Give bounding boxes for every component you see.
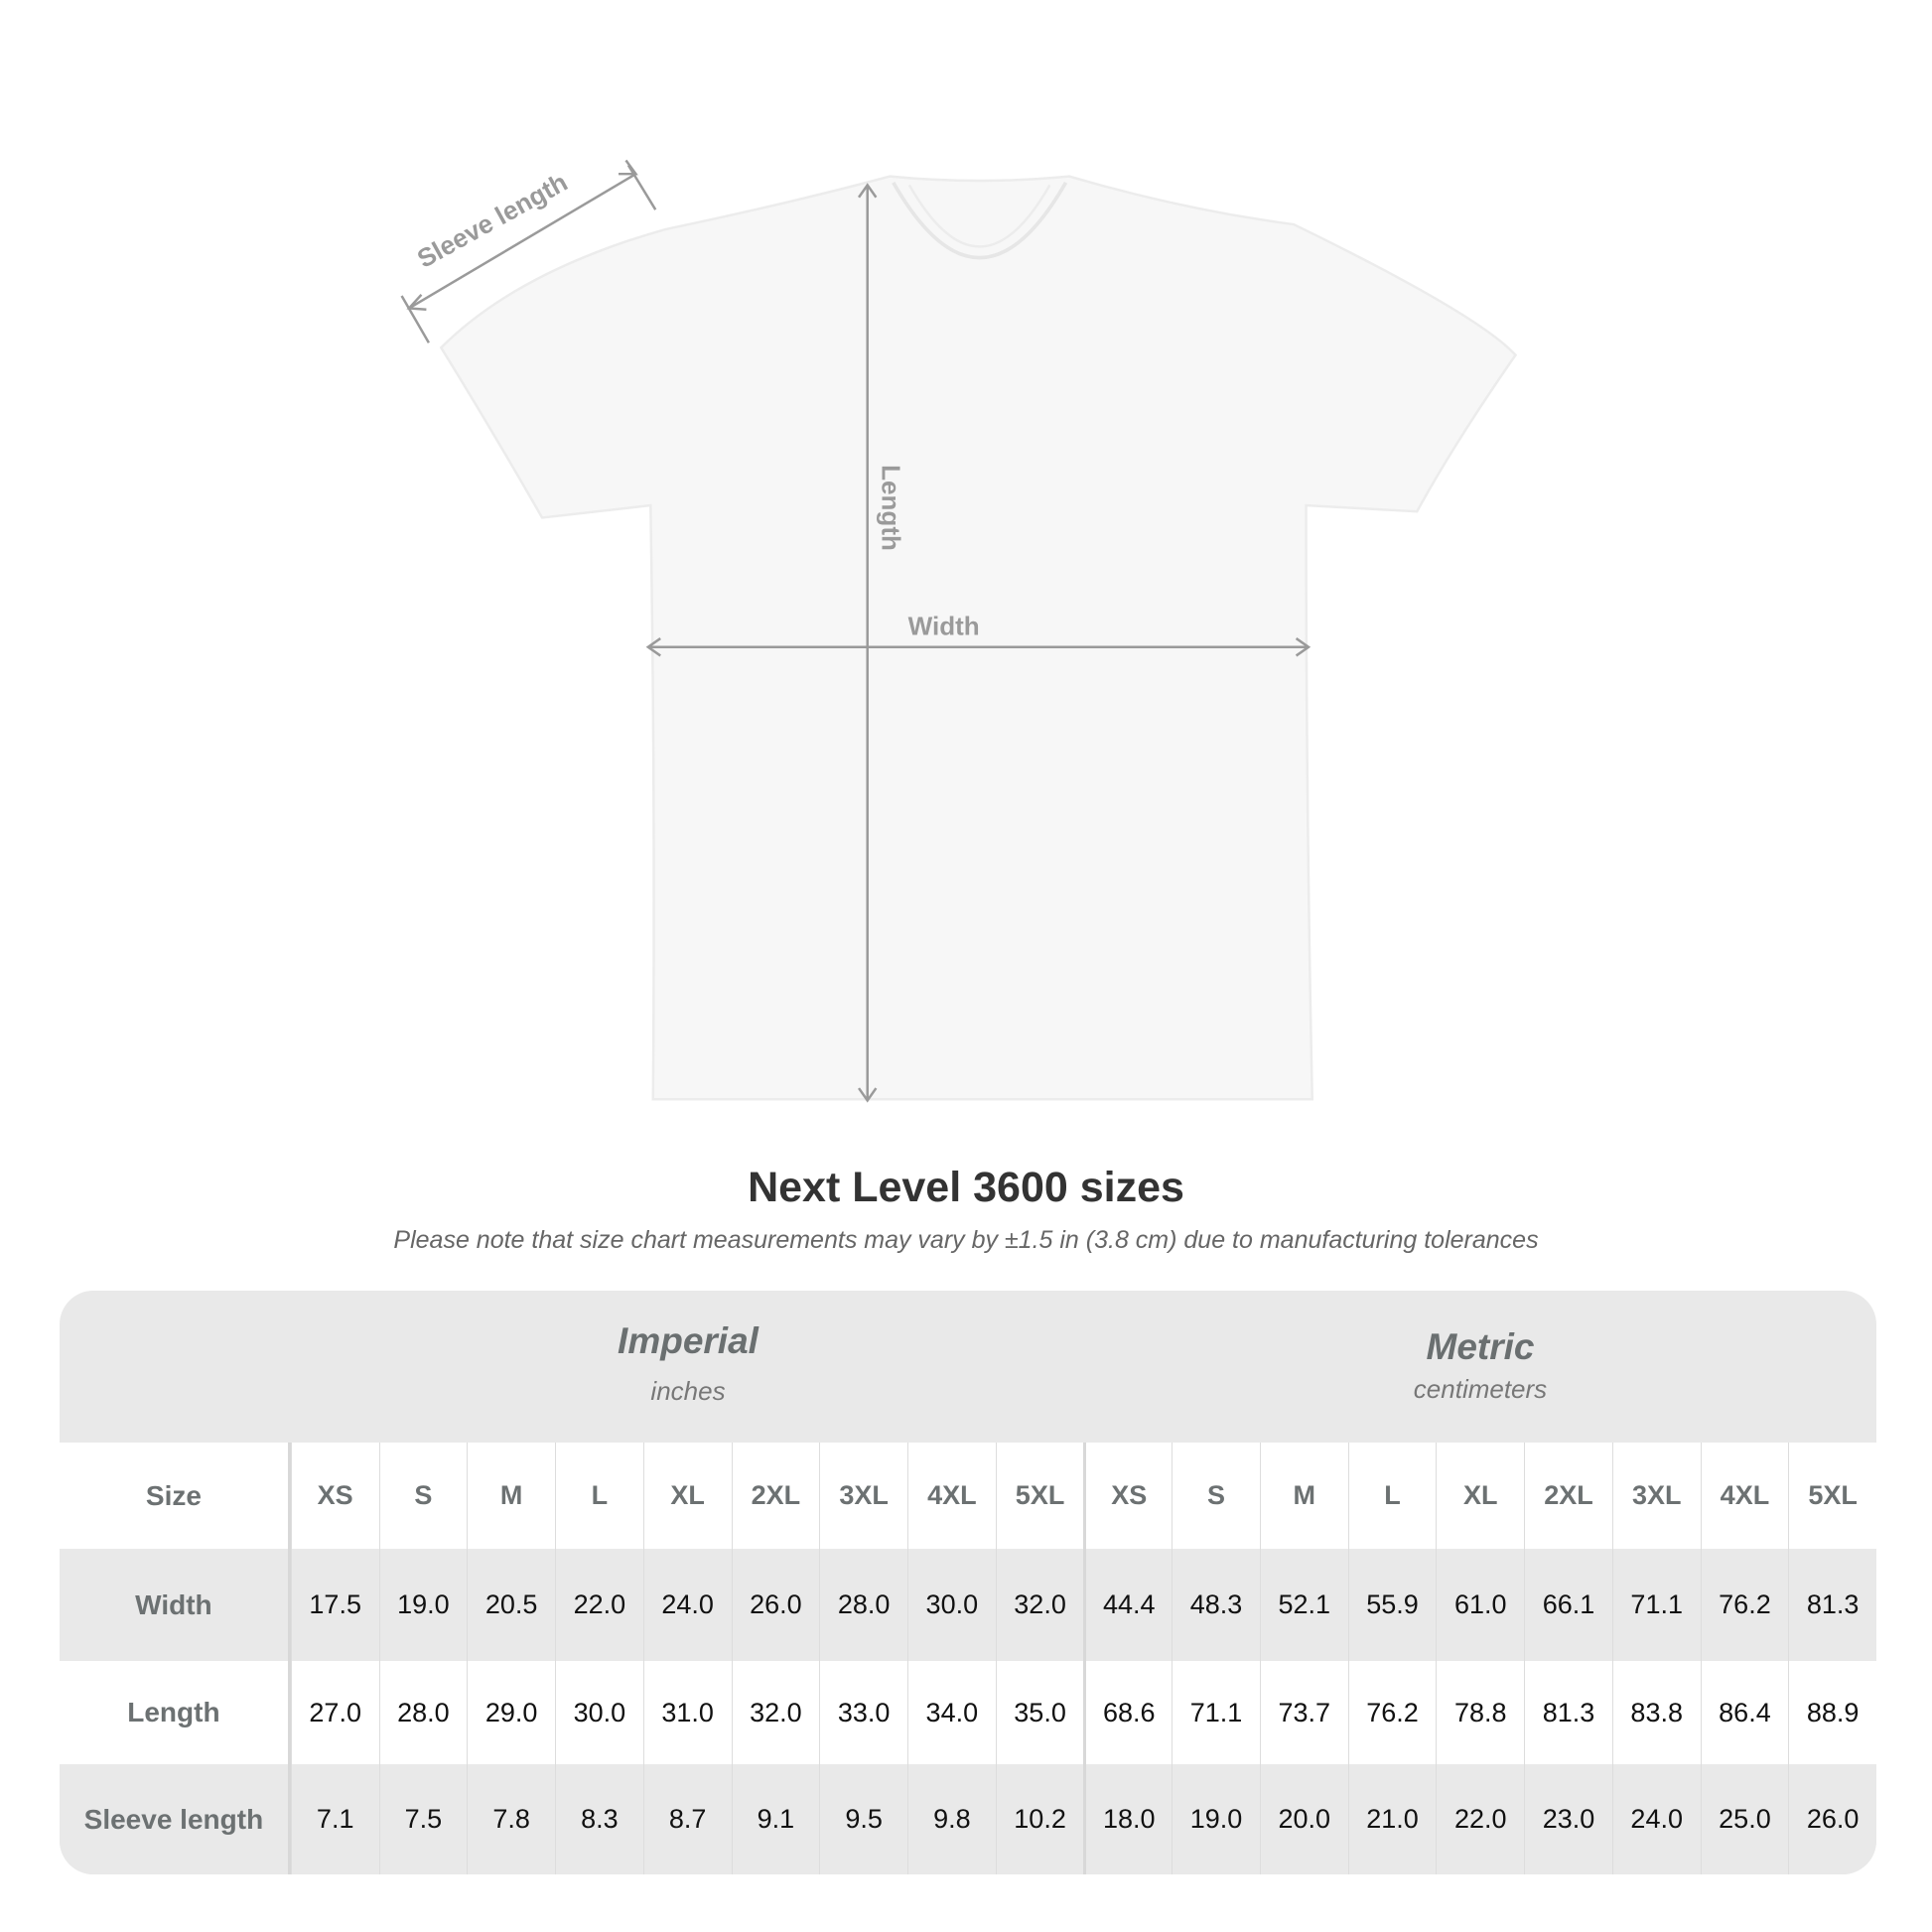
tolerance-note: Please note that size chart measurements… (393, 1226, 1539, 1254)
imperial-value: 7.5 (378, 1764, 468, 1874)
size-header-imperial: 2XL (731, 1443, 820, 1549)
metric-value: 86.4 (1700, 1661, 1789, 1764)
imperial-value: 20.5 (467, 1549, 555, 1661)
size-header-imperial: XS (290, 1443, 379, 1549)
sleeve-length-arrow (400, 159, 657, 344)
metric-value: 19.0 (1172, 1764, 1260, 1874)
metric-value: 76.2 (1700, 1549, 1789, 1661)
imperial-title: Imperial (618, 1320, 759, 1361)
imperial-value: 17.5 (290, 1549, 379, 1661)
size-header-metric: 4XL (1700, 1443, 1789, 1549)
row-label: Width (60, 1549, 291, 1661)
metric-value: 78.8 (1436, 1661, 1524, 1764)
metric-value: 71.1 (1611, 1549, 1701, 1661)
size-header-metric: XS (1083, 1443, 1172, 1549)
size-header-metric: S (1172, 1443, 1260, 1549)
width-label: Width (908, 611, 980, 640)
imperial-value: 31.0 (642, 1661, 732, 1764)
table-row: Sleeve length 7.1 7.5 7.8 8.3 8.7 9.1 9.5 9.8 10.… (60, 1764, 1876, 1874)
size-header-metric: 5XL (1788, 1443, 1876, 1549)
metric-title: Metric (1426, 1326, 1535, 1367)
metric-value: 20.0 (1259, 1764, 1348, 1874)
metric-value: 55.9 (1347, 1549, 1437, 1661)
imperial-value: 24.0 (642, 1549, 732, 1661)
metric-value: 26.0 (1788, 1764, 1876, 1874)
size-header-imperial: M (467, 1443, 555, 1549)
tshirt-diagram: Sleeve length Length Width (400, 159, 1518, 1103)
imperial-value: 10.2 (995, 1764, 1084, 1874)
size-header-metric: L (1347, 1443, 1437, 1549)
metric-value: 25.0 (1700, 1764, 1789, 1874)
metric-value: 48.3 (1172, 1549, 1260, 1661)
imperial-value: 29.0 (467, 1661, 555, 1764)
imperial-value: 7.1 (290, 1764, 379, 1874)
imperial-value: 9.1 (731, 1764, 820, 1874)
metric-unit: centimeters (1413, 1374, 1548, 1404)
imperial-value: 33.0 (819, 1661, 907, 1764)
metric-value: 88.9 (1788, 1661, 1876, 1764)
row-label: Sleeve length (60, 1764, 291, 1874)
imperial-value: 26.0 (731, 1549, 820, 1661)
imperial-value: 28.0 (378, 1661, 468, 1764)
imperial-value: 7.8 (467, 1764, 555, 1874)
table-row: Length 27.0 28.0 29.0 30.0 31.0 32.0 33.0 34.0 35… (60, 1661, 1876, 1764)
metric-value: 73.7 (1259, 1661, 1348, 1764)
size-header-imperial: L (555, 1443, 643, 1549)
imperial-value: 32.0 (731, 1661, 820, 1764)
size-header-imperial: 4XL (906, 1443, 996, 1549)
imperial-value: 34.0 (906, 1661, 996, 1764)
imperial-value: 9.8 (906, 1764, 996, 1874)
metric-value: 23.0 (1524, 1764, 1612, 1874)
metric-value: 81.3 (1524, 1661, 1612, 1764)
size-header-imperial: S (378, 1443, 468, 1549)
metric-value: 61.0 (1436, 1549, 1524, 1661)
row-label: Size (60, 1443, 291, 1549)
size-header-metric: XL (1436, 1443, 1524, 1549)
metric-value: 81.3 (1788, 1549, 1876, 1661)
imperial-header: Imperial inches (291, 1291, 1085, 1443)
size-header-row: Size XS S M L XL 2XL 3XL 4XL 5XL XS S M L XL 2XL 3XL 4XL 5… (60, 1443, 1876, 1549)
imperial-value: 8.7 (642, 1764, 732, 1874)
metric-value: 18.0 (1083, 1764, 1172, 1874)
metric-value: 22.0 (1436, 1764, 1524, 1874)
imperial-value: 19.0 (378, 1549, 468, 1661)
size-header-imperial: 3XL (819, 1443, 907, 1549)
length-arrow (858, 183, 878, 1103)
tshirt-shape (439, 175, 1518, 1101)
size-header-imperial: 5XL (995, 1443, 1084, 1549)
size-header-metric: 3XL (1611, 1443, 1701, 1549)
imperial-value: 30.0 (555, 1661, 643, 1764)
imperial-value: 22.0 (555, 1549, 643, 1661)
metric-value: 66.1 (1524, 1549, 1612, 1661)
imperial-value: 8.3 (555, 1764, 643, 1874)
metric-value: 44.4 (1083, 1549, 1172, 1661)
metric-value: 71.1 (1172, 1661, 1260, 1764)
imperial-value: 35.0 (995, 1661, 1084, 1764)
width-arrow (645, 637, 1311, 657)
metric-value: 83.8 (1611, 1661, 1701, 1764)
row-label: Length (60, 1661, 291, 1764)
size-header-metric: 2XL (1524, 1443, 1612, 1549)
imperial-value: 9.5 (819, 1764, 907, 1874)
length-label: Length (877, 465, 906, 551)
metric-value: 76.2 (1347, 1661, 1437, 1764)
metric-value: 24.0 (1611, 1764, 1701, 1874)
metric-header: Metric centimeters (1084, 1291, 1876, 1443)
table-row: Width 17.5 19.0 20.5 22.0 24.0 26.0 28.0 30.0 32.… (60, 1549, 1876, 1661)
size-table: Imperial inches Metric centimeters Size X… (60, 1291, 1876, 1874)
metric-value: 52.1 (1259, 1549, 1348, 1661)
size-header-imperial: XL (642, 1443, 732, 1549)
metric-value: 68.6 (1083, 1661, 1172, 1764)
size-header-metric: M (1259, 1443, 1348, 1549)
imperial-value: 27.0 (290, 1661, 379, 1764)
imperial-value: 28.0 (819, 1549, 907, 1661)
imperial-unit: inches (650, 1376, 726, 1406)
imperial-value: 30.0 (906, 1549, 996, 1661)
metric-value: 21.0 (1347, 1764, 1437, 1874)
page-title: Next Level 3600 sizes (748, 1164, 1184, 1211)
collar (892, 181, 1068, 260)
imperial-value: 32.0 (995, 1549, 1084, 1661)
